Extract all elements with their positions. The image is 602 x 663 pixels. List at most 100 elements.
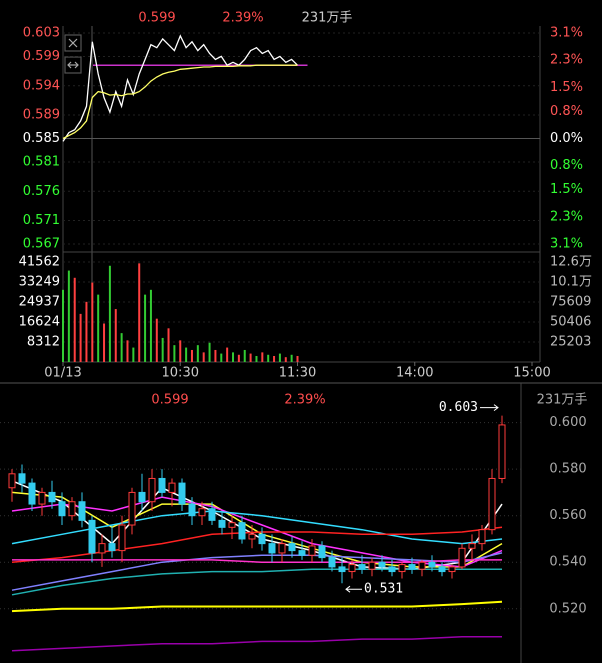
candle-body bbox=[48, 491, 56, 503]
y-tick-label: 0.540 bbox=[549, 555, 586, 570]
header-volume: 231万手 bbox=[537, 393, 588, 408]
y-tick-label: 0.576 bbox=[23, 184, 60, 199]
y2-tick-label: 2.3% bbox=[550, 209, 583, 224]
candle-body bbox=[318, 545, 326, 559]
max-arrow bbox=[480, 404, 499, 412]
volume-bar bbox=[284, 357, 287, 362]
expand-icon[interactable] bbox=[64, 56, 82, 74]
candle-body bbox=[308, 545, 316, 556]
candle-body bbox=[328, 557, 336, 568]
volume-bar bbox=[62, 289, 64, 362]
candle-body bbox=[98, 543, 106, 554]
candle-body bbox=[208, 508, 216, 521]
volume-bar bbox=[120, 333, 123, 362]
candle-body bbox=[58, 501, 66, 517]
candle-body bbox=[298, 550, 306, 556]
candle-body bbox=[218, 519, 226, 528]
volume-bar bbox=[126, 340, 129, 362]
candle-body bbox=[28, 482, 36, 505]
header-price: 0.599 bbox=[151, 393, 188, 408]
candle-body bbox=[248, 533, 256, 540]
candle-body bbox=[358, 564, 366, 570]
volume-bar bbox=[67, 270, 70, 362]
volume-bar bbox=[214, 349, 217, 362]
candle-body bbox=[468, 543, 476, 549]
candle-body bbox=[38, 491, 46, 505]
volume-bar bbox=[138, 263, 141, 362]
candle-body bbox=[268, 543, 276, 554]
close-icon[interactable] bbox=[64, 34, 82, 52]
volume-bar bbox=[144, 294, 147, 362]
y2-tick-label: 1.5% bbox=[550, 80, 583, 95]
y-tick-label: 8312 bbox=[27, 335, 60, 350]
volume-bar bbox=[290, 354, 293, 362]
candle-body bbox=[428, 561, 436, 568]
volume-bar bbox=[79, 313, 82, 362]
candle-body bbox=[158, 477, 166, 493]
y-tick-label: 0.567 bbox=[23, 237, 60, 252]
candle-body bbox=[278, 543, 286, 554]
header-price: 0.599 bbox=[138, 11, 175, 26]
volume-bar bbox=[261, 352, 264, 362]
y2-tick-label: 0.8% bbox=[550, 158, 583, 173]
y2-tick-label: 75609 bbox=[550, 294, 591, 309]
y2-tick-label: 3.1% bbox=[550, 26, 583, 41]
candle-body bbox=[398, 564, 406, 573]
candle-body bbox=[338, 566, 346, 573]
x-tick-label: 10:30 bbox=[162, 366, 199, 381]
y2-tick-label: 12.6万 bbox=[550, 255, 592, 270]
volume-bar bbox=[103, 323, 106, 362]
y-tick-label: 24937 bbox=[19, 295, 60, 310]
x-tick-label: 14:00 bbox=[396, 366, 433, 381]
volume-bar bbox=[97, 294, 100, 362]
volume-bar bbox=[196, 345, 199, 362]
volume-bar bbox=[232, 352, 235, 362]
volume-bar bbox=[220, 353, 223, 362]
volume-bar bbox=[237, 354, 240, 362]
candle-body bbox=[348, 564, 356, 573]
x-tick-label: 01/13 bbox=[44, 366, 81, 381]
volume-bar bbox=[173, 345, 176, 362]
volume-bar bbox=[149, 289, 152, 362]
moving-average bbox=[12, 559, 502, 563]
y-tick-label: 0.603 bbox=[23, 26, 60, 41]
volume-bar bbox=[132, 347, 135, 362]
volume-bar bbox=[208, 342, 211, 362]
y-tick-label: 0.600 bbox=[549, 415, 586, 430]
y-tick-label: 0.599 bbox=[23, 49, 60, 64]
volume-bar bbox=[243, 349, 246, 362]
y-tick-label: 41562 bbox=[19, 255, 60, 270]
y2-tick-label: 0.8% bbox=[550, 104, 583, 119]
candle-body bbox=[438, 566, 446, 573]
moving-average bbox=[11, 635, 502, 652]
volume-bar bbox=[73, 277, 76, 362]
volume-bar bbox=[185, 347, 188, 362]
header-change: 2.39% bbox=[284, 393, 325, 408]
candle-body bbox=[138, 491, 146, 503]
moving-average bbox=[11, 552, 503, 591]
candle-body bbox=[408, 564, 416, 570]
y-tick-label: 0.571 bbox=[23, 213, 60, 228]
y2-tick-label: 10.1万 bbox=[550, 274, 592, 289]
candle-body bbox=[258, 533, 266, 545]
volume-bar bbox=[179, 340, 182, 362]
candle-body bbox=[188, 503, 196, 517]
candle-body bbox=[458, 547, 466, 568]
y2-tick-label: 0.0% bbox=[550, 131, 583, 146]
volume-bar bbox=[114, 309, 117, 362]
y2-tick-label: 25203 bbox=[550, 334, 591, 349]
min-label: 0.531 bbox=[364, 582, 403, 597]
price-line bbox=[62, 64, 298, 140]
candle-body bbox=[418, 561, 426, 570]
y2-tick-label: 3.1% bbox=[550, 237, 583, 252]
y-tick-label: 0.594 bbox=[23, 78, 60, 93]
candle-body bbox=[118, 524, 126, 552]
y-tick-label: 33249 bbox=[19, 275, 60, 290]
y-tick-label: 0.581 bbox=[23, 154, 60, 169]
candle-body bbox=[228, 522, 236, 528]
volume-bar bbox=[249, 353, 252, 362]
y-tick-label: 16624 bbox=[19, 315, 60, 330]
volume-bar bbox=[273, 355, 276, 362]
y-tick-label: 0.585 bbox=[23, 131, 60, 146]
